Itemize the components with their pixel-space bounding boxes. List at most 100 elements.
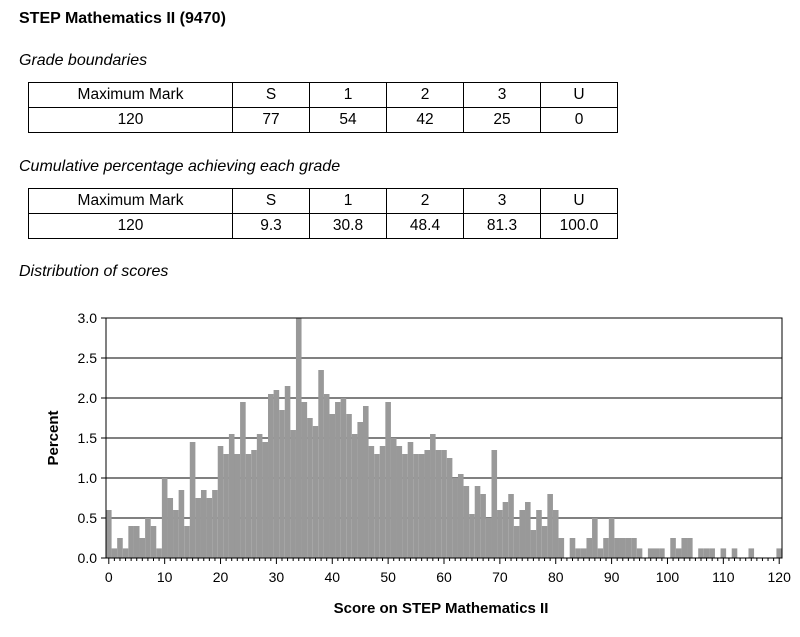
bar xyxy=(748,548,755,558)
table-cell: Maximum Mark xyxy=(28,188,233,214)
bar xyxy=(497,510,503,558)
bar xyxy=(295,318,302,558)
bar xyxy=(117,538,123,558)
bar xyxy=(452,478,458,558)
x-tick-label: 120 xyxy=(768,569,792,585)
x-tick-label: 100 xyxy=(656,569,680,585)
bar xyxy=(575,548,581,558)
bar xyxy=(519,510,526,558)
x-tick-label: 60 xyxy=(436,569,452,585)
bar xyxy=(307,418,313,558)
bar xyxy=(329,414,336,558)
bar xyxy=(128,526,134,558)
bar xyxy=(346,414,352,558)
bar xyxy=(279,410,285,558)
bar xyxy=(430,434,436,558)
bar xyxy=(558,538,565,558)
bar xyxy=(200,490,207,558)
bar xyxy=(720,548,727,558)
bar xyxy=(698,548,704,558)
y-tick-label: 1.5 xyxy=(78,430,98,446)
table-cell: 120 xyxy=(28,107,233,133)
bar xyxy=(340,398,347,558)
bar xyxy=(396,446,403,558)
table-cell: Maximum Mark xyxy=(28,82,233,108)
x-tick-label: 30 xyxy=(269,569,285,585)
bar xyxy=(323,394,330,558)
bar xyxy=(362,406,369,558)
table-cell: 3 xyxy=(463,188,541,214)
table-cell: 54 xyxy=(309,107,387,133)
bar xyxy=(619,538,626,558)
bar xyxy=(357,422,363,558)
x-tick-label: 20 xyxy=(213,569,229,585)
page-title: STEP Mathematics II (9470) xyxy=(19,10,226,27)
table-row: 120 9.3 30.8 48.4 81.3 100.0 xyxy=(28,213,618,239)
table-cell: 1 xyxy=(309,188,387,214)
bar xyxy=(240,402,246,558)
x-tick-label: 40 xyxy=(324,569,340,585)
bar xyxy=(586,538,593,558)
x-tick-label: 90 xyxy=(604,569,620,585)
x-tick-label: 80 xyxy=(548,569,564,585)
bar xyxy=(525,502,531,558)
bar xyxy=(262,442,269,558)
bar xyxy=(145,518,151,558)
bar xyxy=(122,548,129,558)
bar xyxy=(547,494,553,558)
x-tick-label: 70 xyxy=(492,569,508,585)
y-tick-label: 2.5 xyxy=(78,350,98,366)
bar xyxy=(318,370,324,558)
bar xyxy=(463,486,470,558)
table-cell: S xyxy=(232,188,310,214)
bar xyxy=(675,548,682,558)
cumulative-table: Maximum Mark S 1 2 3 U 120 9.3 30.8 48.4… xyxy=(28,188,618,239)
bar xyxy=(485,518,492,558)
bar xyxy=(407,442,414,558)
table-header-row: Maximum Mark S 1 2 3 U xyxy=(28,82,618,108)
bar xyxy=(284,386,291,558)
bar xyxy=(536,510,542,558)
bar xyxy=(301,402,308,558)
y-tick-label: 0.0 xyxy=(78,550,98,566)
table-cell: 77 xyxy=(232,107,310,133)
x-tick-label: 0 xyxy=(105,569,113,585)
table-cell: 2 xyxy=(386,82,464,108)
bar xyxy=(424,450,431,558)
bar xyxy=(474,486,481,558)
bar xyxy=(592,518,598,558)
bar xyxy=(133,526,140,558)
table-cell: 9.3 xyxy=(232,213,310,239)
bar xyxy=(687,538,693,558)
bar xyxy=(351,434,358,558)
bar xyxy=(273,390,280,558)
table-cell: 3 xyxy=(463,82,541,108)
bar xyxy=(178,490,185,558)
table-cell: 48.4 xyxy=(386,213,464,239)
bar xyxy=(245,454,252,558)
bar xyxy=(491,450,498,558)
bar xyxy=(776,548,782,558)
bar xyxy=(469,514,475,558)
y-tick-label: 2.0 xyxy=(78,390,98,406)
y-axis-label: Percent xyxy=(45,410,62,465)
bar xyxy=(228,434,235,558)
bar xyxy=(385,402,391,558)
table-cell: 120 xyxy=(28,213,233,239)
bar xyxy=(530,530,537,558)
x-tick-label: 110 xyxy=(712,569,735,585)
bar xyxy=(731,548,738,558)
x-tick-label: 50 xyxy=(380,569,396,585)
bar xyxy=(703,548,710,558)
bar xyxy=(167,498,174,558)
bar xyxy=(647,548,654,558)
bar xyxy=(502,502,509,558)
bar xyxy=(390,438,397,558)
bar xyxy=(670,538,676,558)
table-cell: 1 xyxy=(309,82,387,108)
bar xyxy=(541,526,548,558)
bar xyxy=(435,450,442,558)
table-cell: 2 xyxy=(386,188,464,214)
bar xyxy=(402,454,408,558)
bar xyxy=(413,454,419,558)
